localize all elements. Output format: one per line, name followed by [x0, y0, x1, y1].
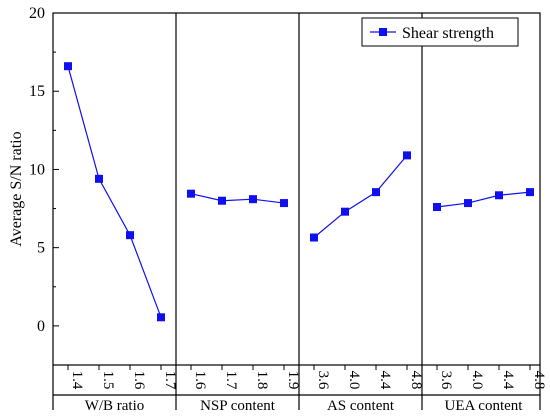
- x-tick-label: 1.7: [162, 371, 178, 390]
- x-tick-label: 1.8: [254, 371, 270, 390]
- legend-label: Shear strength: [402, 25, 494, 42]
- data-point: [64, 62, 72, 71]
- x-tick-label: 4.8: [408, 371, 424, 390]
- data-point: [495, 191, 503, 200]
- group-label: W/B ratio: [85, 398, 145, 414]
- data-point: [95, 174, 103, 183]
- x-tick-label: 1.9: [285, 371, 301, 390]
- x-tick-label: 4.4: [500, 371, 516, 390]
- x-tick-label: 4.8: [531, 371, 547, 390]
- data-point: [341, 207, 349, 216]
- series-line: [190, 193, 285, 204]
- y-axis-label: Average S/N ratio: [8, 131, 25, 246]
- x-tick-label: 1.6: [131, 371, 147, 390]
- x-tick-label: 1.6: [192, 371, 208, 390]
- y-axis: 0 5 10 15 20: [29, 5, 59, 366]
- plot-area: [52, 12, 541, 366]
- series-line: [313, 154, 408, 238]
- data-point: [433, 202, 441, 211]
- data-point: [310, 233, 318, 242]
- data-point: [126, 231, 134, 240]
- group-label: AS content: [327, 398, 395, 414]
- data-point: [403, 151, 411, 160]
- data-point: [372, 188, 380, 197]
- x-tick-label: 3.6: [438, 371, 454, 390]
- y-tick-label: 10: [29, 161, 45, 178]
- x-tick-label: 1.4: [69, 371, 85, 390]
- data-point: [464, 199, 472, 208]
- series-line: [436, 191, 531, 208]
- legend-marker: [379, 28, 387, 36]
- x-tick-label: 4.4: [377, 371, 393, 390]
- y-tick-label: 5: [37, 240, 45, 257]
- data-point: [280, 199, 288, 208]
- group-label: UEA content: [445, 398, 524, 414]
- x-tick-label: 1.5: [100, 371, 116, 390]
- series-shear-strength: [64, 62, 534, 322]
- group-label: NSP content: [200, 398, 276, 414]
- x-tick-label: 3.6: [315, 371, 331, 390]
- data-point: [526, 188, 534, 197]
- data-point: [218, 196, 226, 205]
- x-tick-label: 4.0: [346, 371, 362, 390]
- group-separators: [52, 13, 541, 410]
- x-tick-label: 1.7: [223, 371, 239, 390]
- legend: Shear strength: [361, 17, 519, 47]
- data-point: [249, 195, 257, 204]
- y-tick-label: 0: [37, 318, 45, 335]
- data-point: [157, 313, 165, 322]
- x-tick-label: 4.0: [469, 371, 485, 390]
- y-tick-label: 15: [29, 83, 45, 100]
- data-point: [187, 189, 195, 198]
- y-tick-label: 20: [29, 5, 45, 22]
- series-line: [67, 66, 162, 318]
